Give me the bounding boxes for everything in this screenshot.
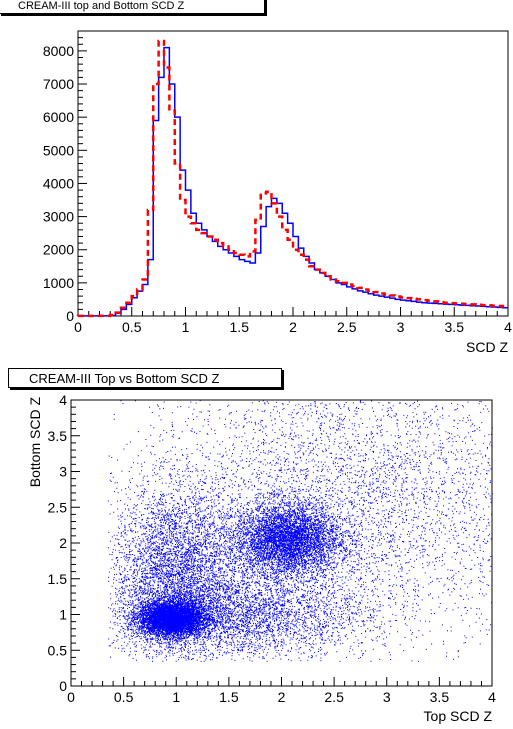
scatter-y-tick-label: 1.5 (48, 571, 68, 587)
histogram-x-tick-label: 1.5 (230, 319, 250, 335)
scatter-y-tick-label: 2.5 (48, 499, 68, 515)
histogram-y-tick-label: 0 (66, 308, 74, 324)
histogram-x-tick-label: 0.5 (122, 319, 142, 335)
histogram-y-tick-label: 7000 (43, 76, 74, 92)
scatter-x-tick-label: 0.5 (114, 689, 134, 705)
histogram-x-tick-label: 0 (74, 319, 82, 335)
histogram-y-tick-label: 3000 (43, 209, 74, 225)
histogram-x-tick-label: 1 (182, 319, 190, 335)
scatter-y-tick-label: 0.5 (48, 642, 68, 658)
scatter-x-tick-label: 2 (278, 689, 286, 705)
scatter-x-tick-label: 3.5 (430, 689, 450, 705)
histogram-series (76, 39, 508, 318)
scatter-x-tick-label: 4 (488, 689, 496, 705)
scatter-x-tick-label: 1.5 (219, 689, 239, 705)
histogram-title: CREAM-III top and Bottom SCD Z (0, 0, 265, 14)
scatter-x-tick-label: 3 (383, 689, 391, 705)
scatter-point-cloud (107, 400, 493, 662)
scatter-axes: 0 0.5 1 1.5 2 2.5 3 3.5 4 0 0.5 1 1.5 2 2.5 3 3.5 4 (48, 392, 497, 705)
histogram-x-tick-label: 2 (289, 319, 297, 335)
scatter-y-tick-label: 2 (59, 535, 67, 551)
scatter-x-axis-label: Top SCD Z (424, 708, 493, 724)
histogram-y-tick-label: 5000 (43, 142, 74, 158)
histogram-y-tick-label: 1000 (43, 275, 74, 291)
scatter-y-axis-label: Bottom SCD Z (27, 397, 43, 488)
scatter-title: CREAM-III Top vs Bottom SCD Z (8, 368, 282, 388)
scatter-x-tick-label: 1 (172, 689, 180, 705)
histogram-y-tick-label: 6000 (43, 109, 74, 125)
histogram-x-tick-label: 2.5 (337, 319, 357, 335)
scatter-y-tick-label: 3 (59, 464, 67, 480)
scatter-y-tick-label: 0 (59, 678, 67, 694)
histogram-x-tick-label: 3.5 (445, 319, 465, 335)
histogram-x-axis-label: SCD Z (466, 339, 508, 355)
scatter-y-tick-label: 1 (59, 607, 67, 623)
histogram-y-tick-label: 2000 (43, 242, 74, 258)
histogram-axes: 0 0.5 1 1.5 2 2.5 3 3.5 4 0 1000 2000 3000 4000 5000 60… (43, 30, 512, 335)
histogram-x-tick-label: 3 (397, 319, 405, 335)
histogram-series-1 (76, 39, 508, 318)
histogram-y-tick-label: 4000 (43, 175, 74, 191)
scatter-y-tick-label: 3.5 (48, 428, 68, 444)
scatter-x-tick-label: 0 (67, 689, 75, 705)
scatter-y-tick-label: 4 (59, 392, 67, 408)
scatter-x-tick-label: 2.5 (324, 689, 344, 705)
scatter-points (107, 400, 493, 662)
histogram-y-tick-label: 8000 (43, 43, 74, 59)
histogram-x-tick-label: 4 (504, 319, 512, 335)
